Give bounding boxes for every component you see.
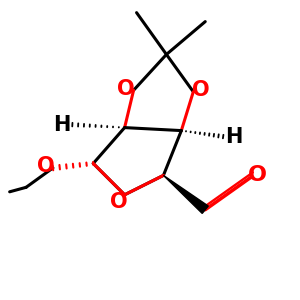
Text: O: O [110, 192, 128, 212]
Polygon shape [164, 176, 208, 213]
Text: O: O [192, 80, 210, 100]
Text: O: O [37, 156, 54, 176]
Text: H: H [225, 127, 242, 147]
Text: O: O [117, 79, 135, 99]
Text: O: O [248, 165, 267, 185]
Text: H: H [53, 115, 70, 135]
